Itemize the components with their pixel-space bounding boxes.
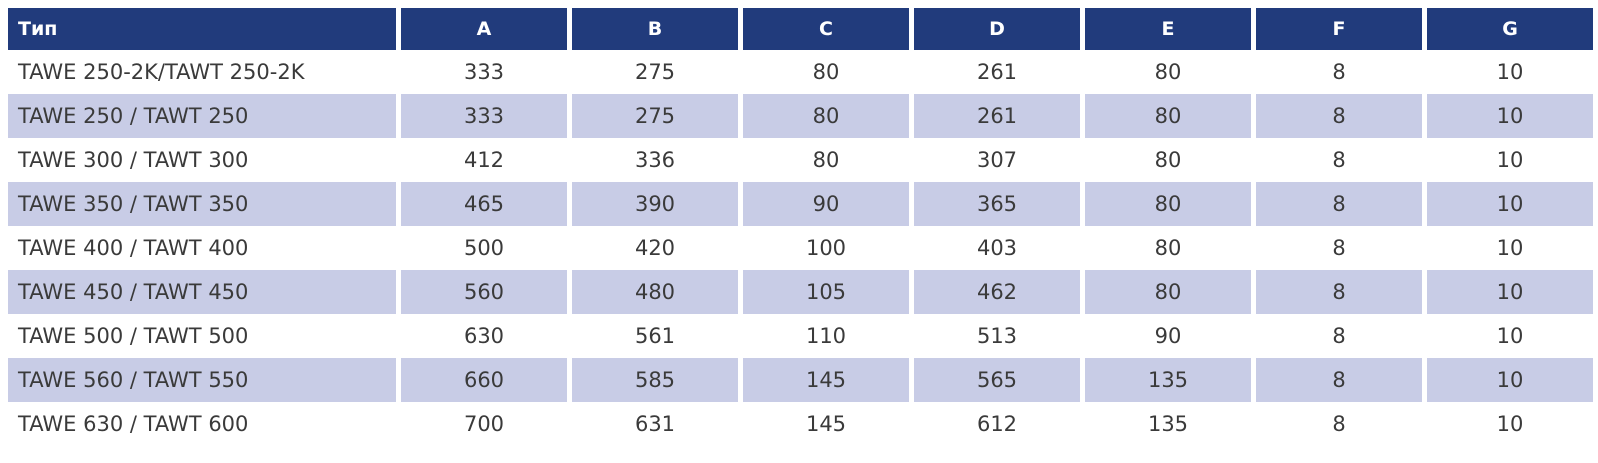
value-cell: 275 — [634, 60, 676, 84]
table-row: TAWE 450 / TAWT 450 560 480 105 462 80 8 10 — [8, 270, 1593, 314]
spec-table: Тип A B C D E F G TAWE 250-2K/TAWT 250-2K 333 275… — [3, 8, 1598, 446]
value-cell: 420 — [634, 236, 676, 260]
type-cell: TAWE 250-2K/TAWT 250-2K — [18, 60, 305, 84]
value-cell: 275 — [572, 94, 738, 138]
value-cell: 135 — [1085, 358, 1251, 402]
value-cell: 8 — [1256, 94, 1422, 138]
value-cell: 10 — [1427, 182, 1593, 226]
value-cell: 561 — [634, 324, 676, 348]
value-cell: 10 — [1496, 236, 1524, 260]
header-row: Тип A B C D E F G — [8, 8, 1593, 50]
column-header: B — [572, 8, 738, 50]
value-cell: 80 — [1085, 270, 1251, 314]
value-cell: 90 — [1154, 324, 1182, 348]
value-cell: 8 — [1256, 358, 1422, 402]
type-cell: TAWE 630 / TAWT 600 — [18, 412, 249, 436]
value-cell: 462 — [914, 270, 1080, 314]
value-cell: 80 — [1085, 182, 1251, 226]
value-cell: 513 — [976, 324, 1018, 348]
value-cell: 261 — [976, 60, 1018, 84]
value-cell: 585 — [572, 358, 738, 402]
type-cell: TAWE 300 / TAWT 300 — [18, 148, 249, 172]
value-cell: 145 — [743, 358, 909, 402]
value-cell: 105 — [743, 270, 909, 314]
value-cell: 333 — [463, 60, 505, 84]
value-cell: 80 — [1154, 236, 1182, 260]
value-cell: 145 — [805, 412, 847, 436]
table-row: TAWE 500 / TAWT 500 630 561 110 513 90 8 10 — [8, 314, 1593, 358]
table-row: TAWE 300 / TAWT 300 412 336 80 307 80 8 10 — [8, 138, 1593, 182]
value-cell: 8 — [1256, 182, 1422, 226]
table-row: TAWE 250 / TAWT 250 333 275 80 261 80 8 10 — [8, 94, 1593, 138]
table-row: TAWE 250-2K/TAWT 250-2K 333 275 80 261 80 8 10 — [8, 50, 1593, 94]
value-cell: 10 — [1496, 412, 1524, 436]
value-cell: 307 — [976, 148, 1018, 172]
value-cell: 365 — [914, 182, 1080, 226]
type-cell: TAWE 500 / TAWT 500 — [18, 324, 249, 348]
table-row: TAWE 350 / TAWT 350 465 390 90 365 80 8 10 — [8, 182, 1593, 226]
value-cell: 10 — [1496, 324, 1524, 348]
value-cell: 10 — [1427, 358, 1593, 402]
value-cell: 480 — [572, 270, 738, 314]
value-cell: 8 — [1332, 236, 1346, 260]
value-cell: 612 — [976, 412, 1018, 436]
value-cell: 80 — [1085, 94, 1251, 138]
value-cell: 336 — [634, 148, 676, 172]
type-cell: TAWE 560 / TAWT 550 — [8, 358, 396, 402]
value-cell: 10 — [1427, 94, 1593, 138]
column-header: C — [743, 8, 909, 50]
value-cell: 261 — [914, 94, 1080, 138]
value-cell: 8 — [1332, 412, 1346, 436]
column-header: E — [1085, 8, 1251, 50]
value-cell: 8 — [1332, 60, 1346, 84]
value-cell: 333 — [401, 94, 567, 138]
value-cell: 565 — [914, 358, 1080, 402]
value-cell: 100 — [805, 236, 847, 260]
table-row: TAWE 560 / TAWT 550 660 585 145 565 135 8 10 — [8, 358, 1593, 402]
value-cell: 560 — [401, 270, 567, 314]
type-cell: TAWE 250 / TAWT 250 — [8, 94, 396, 138]
value-cell: 390 — [572, 182, 738, 226]
type-cell: TAWE 450 / TAWT 450 — [8, 270, 396, 314]
value-cell: 10 — [1496, 60, 1524, 84]
value-cell: 80 — [812, 148, 840, 172]
value-cell: 80 — [1154, 60, 1182, 84]
column-header: D — [914, 8, 1080, 50]
value-cell: 90 — [743, 182, 909, 226]
value-cell: 8 — [1256, 270, 1422, 314]
value-cell: 465 — [401, 182, 567, 226]
value-cell: 412 — [463, 148, 505, 172]
table-body: TAWE 250-2K/TAWT 250-2K 333 275 80 261 80 8 10 T… — [8, 50, 1593, 446]
value-cell: 80 — [743, 94, 909, 138]
value-cell: 8 — [1332, 148, 1346, 172]
value-cell: 10 — [1427, 270, 1593, 314]
column-header: G — [1427, 8, 1593, 50]
value-cell: 631 — [634, 412, 676, 436]
value-cell: 10 — [1496, 148, 1524, 172]
value-cell: 660 — [401, 358, 567, 402]
value-cell: 403 — [976, 236, 1018, 260]
value-cell: 500 — [463, 236, 505, 260]
value-cell: 135 — [1147, 412, 1189, 436]
column-header: A — [401, 8, 567, 50]
type-cell: TAWE 350 / TAWT 350 — [8, 182, 396, 226]
column-header: Тип — [8, 8, 396, 50]
value-cell: 110 — [805, 324, 847, 348]
value-cell: 700 — [463, 412, 505, 436]
column-header: F — [1256, 8, 1422, 50]
value-cell: 8 — [1332, 324, 1346, 348]
type-cell: TAWE 400 / TAWT 400 — [18, 236, 249, 260]
value-cell: 630 — [463, 324, 505, 348]
table-row: TAWE 630 / TAWT 600 700 631 145 612 135 8 10 — [8, 402, 1593, 446]
value-cell: 80 — [812, 60, 840, 84]
value-cell: 80 — [1154, 148, 1182, 172]
table-row: TAWE 400 / TAWT 400 500 420 100 403 80 8 10 — [8, 226, 1593, 270]
